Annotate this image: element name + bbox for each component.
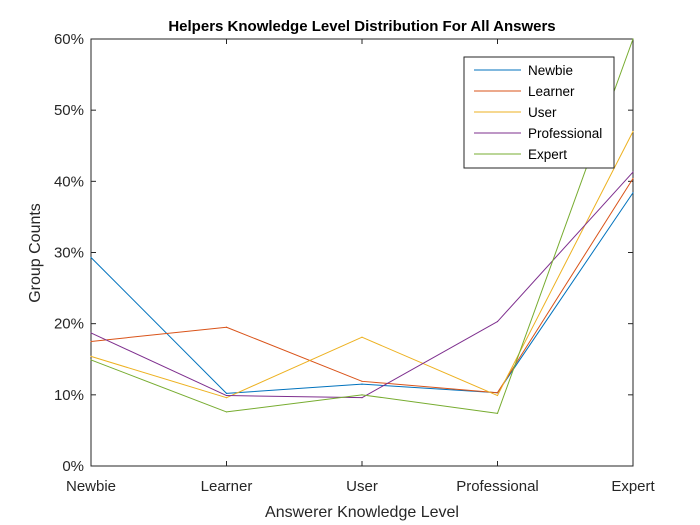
y-tick-label: 40%	[54, 173, 84, 190]
x-tick-label: Professional	[456, 478, 539, 495]
legend-label-newbie: Newbie	[528, 63, 573, 78]
y-tick-label: 50%	[54, 102, 84, 119]
data-point-expert	[361, 394, 363, 396]
chart-title: Helpers Knowledge Level Distribution For…	[168, 18, 555, 35]
series-line-newbie	[90, 192, 634, 394]
data-point-expert	[496, 412, 499, 414]
data-point-learner	[225, 326, 228, 328]
y-axis-label: Group Counts	[27, 203, 44, 303]
x-tick-label: Expert	[611, 478, 655, 495]
legend-label-expert: Expert	[528, 147, 567, 162]
x-tick-label: User	[346, 478, 378, 495]
data-point-newbie	[632, 192, 634, 194]
data-point-expert	[90, 359, 92, 361]
y-tick-label: 30%	[54, 245, 84, 262]
x-tick-label: Newbie	[66, 478, 116, 495]
data-point-expert	[632, 38, 634, 40]
data-point-professional	[632, 171, 634, 173]
data-point-professional	[496, 320, 499, 323]
data-point-professional	[90, 332, 92, 334]
data-point-newbie	[225, 392, 228, 395]
data-point-user	[632, 130, 634, 133]
data-point-professional	[225, 394, 228, 397]
data-point-learner	[496, 392, 499, 394]
data-point-user	[496, 394, 499, 397]
data-point-expert	[225, 411, 228, 413]
x-axis-label: Answerer Knowledge Level	[265, 504, 459, 521]
data-point-professional	[361, 397, 363, 399]
data-point-learner	[361, 380, 363, 382]
x-tick-label: Learner	[201, 478, 253, 495]
series-line-professional	[90, 171, 634, 399]
data-point-newbie	[90, 256, 92, 259]
y-tick-label: 0%	[62, 458, 84, 475]
data-point-user	[361, 336, 363, 338]
y-tick-label: 20%	[54, 316, 84, 333]
series-line-learner	[90, 178, 634, 394]
data-point-learner	[90, 340, 92, 343]
data-point-user	[90, 355, 92, 358]
legend-label-professional: Professional	[528, 126, 602, 141]
data-point-user	[225, 397, 228, 399]
data-point-learner	[632, 177, 634, 180]
data-point-newbie	[361, 383, 363, 385]
legend-label-learner: Learner	[528, 84, 575, 99]
legend-label-user: User	[528, 105, 557, 120]
y-tick-label: 10%	[54, 387, 84, 404]
y-tick-label: 60%	[54, 31, 84, 48]
